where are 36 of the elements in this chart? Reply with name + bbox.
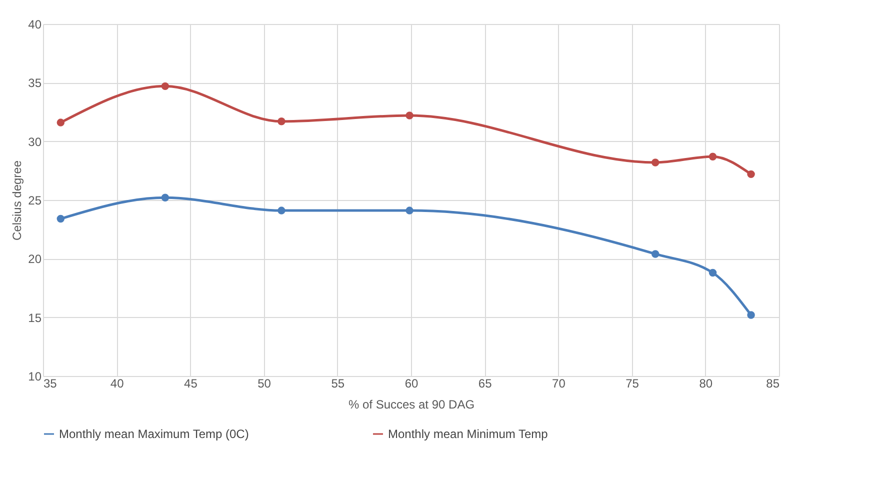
y-tick-label: 25: [28, 194, 42, 208]
x-tick-label: 35: [44, 376, 58, 390]
x-tick-label: 85: [766, 376, 780, 390]
y-tick-label: 35: [28, 76, 42, 90]
point: [278, 206, 286, 214]
x-tick-label: 75: [626, 376, 640, 390]
point: [278, 118, 286, 126]
y-tick-label: 20: [28, 252, 42, 266]
x-tick-label: 60: [404, 376, 418, 390]
y-tick-label: 10: [28, 370, 42, 384]
x-tick-label: 55: [331, 376, 345, 390]
point: [56, 118, 65, 126]
point: [651, 158, 660, 166]
y-tick-label: 40: [28, 18, 42, 32]
y-axis-title: Celsius degree: [10, 160, 24, 241]
point: [651, 250, 660, 258]
point: [406, 206, 414, 214]
point: [56, 214, 65, 223]
x-tick-label: 80: [699, 376, 713, 390]
legend-label: Monthly mean Maximum Temp (0C): [59, 427, 249, 441]
legend-label: Monthly mean Minimum Temp: [388, 427, 548, 441]
y-tick-label: 30: [28, 134, 42, 149]
point: [161, 194, 170, 202]
point: [708, 268, 717, 277]
point: [747, 170, 755, 178]
x-tick-label: 70: [552, 376, 566, 390]
x-tick-label: 50: [258, 376, 272, 390]
x-tick-label: 65: [478, 376, 492, 390]
point: [161, 82, 170, 90]
point: [747, 311, 755, 319]
point: [708, 152, 717, 160]
x-axis-title: % of Succes at 90 DAG: [348, 398, 475, 412]
x-tick-label: 40: [110, 376, 124, 390]
point: [406, 112, 414, 120]
y-tick-label: 15: [28, 310, 42, 325]
x-tick-label: 45: [184, 376, 198, 390]
